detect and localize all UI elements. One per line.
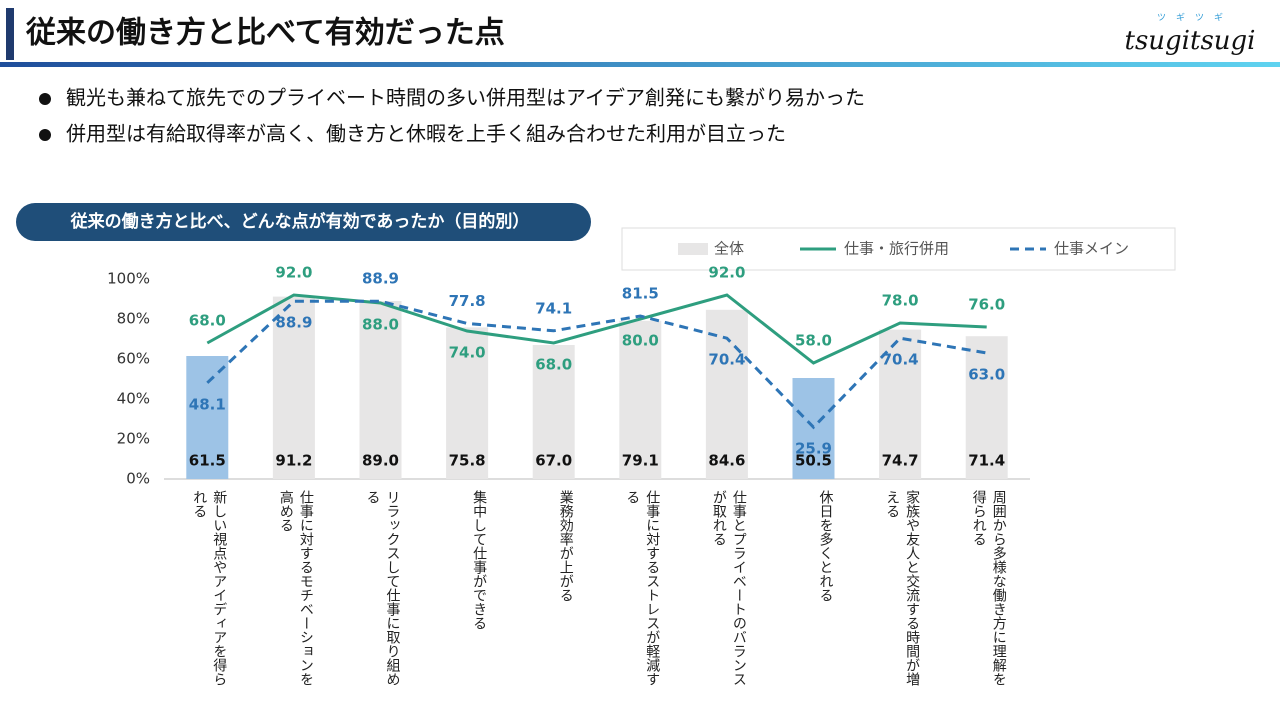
y-tick-label: 60% xyxy=(117,350,150,368)
line-value-label: 74.1 xyxy=(535,299,572,317)
slide-title: 従来の働き方と比べて有効だった点 xyxy=(25,16,505,51)
bar xyxy=(359,301,402,479)
line-value-label: 25.9 xyxy=(795,440,832,458)
bar-value-label: 84.6 xyxy=(708,452,745,470)
legend-label: 仕事メイン xyxy=(1054,240,1129,258)
x-tick-label: 仕事に対するモチベーションを高める xyxy=(277,490,314,686)
bar xyxy=(272,296,315,479)
legend-swatch xyxy=(678,243,708,255)
line-value-label: 74.0 xyxy=(449,344,486,362)
x-tick-label: 集中して仕事ができる xyxy=(471,490,488,630)
x-tick-label: リラックスして仕事に取り組める xyxy=(364,490,401,686)
x-tick-label: 休日を多くとれる xyxy=(817,490,834,602)
legend-box xyxy=(621,227,1176,271)
bar xyxy=(532,345,575,479)
bar xyxy=(186,356,229,479)
line-value-label: 68.0 xyxy=(535,356,572,374)
title-accent xyxy=(6,8,14,60)
line-value-label: 76.0 xyxy=(968,296,1005,314)
logo-kana: ツギツギ xyxy=(1157,13,1233,24)
bullet-dot xyxy=(39,129,51,141)
y-tick-label: 80% xyxy=(117,310,150,328)
bar xyxy=(965,336,1008,479)
line-value-label: 63.0 xyxy=(968,366,1005,384)
bar-value-label: 71.4 xyxy=(968,452,1005,470)
x-tick-label: 家族や友人と交流する時間が増える xyxy=(884,490,921,686)
y-tick-label: 100% xyxy=(107,270,150,288)
line-value-label: 88.9 xyxy=(362,270,399,288)
line-value-label: 80.0 xyxy=(622,332,659,350)
bar-value-label: 89.0 xyxy=(362,452,399,470)
line-value-label: 92.0 xyxy=(275,264,312,282)
line-value-label: 81.5 xyxy=(622,285,659,303)
bar-value-label: 67.0 xyxy=(535,452,572,470)
line-value-label: 58.0 xyxy=(795,332,832,350)
bar-value-label: 50.5 xyxy=(795,452,832,470)
x-tick-label: 仕事とプライベートのバランスが取れる xyxy=(710,490,747,686)
x-tick-label: 仕事に対するストレスが軽減する xyxy=(624,490,661,686)
bullet: 併用型は有給取得率が高く、働き方と休暇を上手く組み合わせた利用が目立った xyxy=(66,122,786,146)
y-tick-label: 0% xyxy=(126,470,150,488)
line xyxy=(206,293,987,365)
bar-value-label: 61.5 xyxy=(189,452,226,470)
bar-value-label: 75.8 xyxy=(449,452,486,470)
line-value-label: 77.8 xyxy=(449,292,486,310)
bar-value-label: 74.7 xyxy=(882,452,919,470)
line-value-label: 88.0 xyxy=(362,316,399,334)
line-value-label: 70.4 xyxy=(882,351,919,369)
x-tick-label: 業務効率が上がる xyxy=(557,490,574,602)
chart-title: 従来の働き方と比べ、どんな点が有効であったか（目的別） xyxy=(70,211,530,232)
y-tick-label: 40% xyxy=(117,390,150,408)
header-rule xyxy=(0,62,1280,67)
bar xyxy=(619,320,662,479)
line-value-label: 70.4 xyxy=(708,351,745,369)
legend-label: 全体 xyxy=(714,240,744,258)
chart-title-pill xyxy=(16,203,591,241)
line-value-label: 68.0 xyxy=(189,312,226,330)
logo: tsugitsugi xyxy=(1125,26,1256,56)
bullet: 観光も兼ねて旅先でのプライベート時間の多い併用型はアイデア創発にも繋がり易かった xyxy=(66,86,865,110)
bullet-dot xyxy=(39,93,51,105)
line-value-label: 88.9 xyxy=(275,314,312,332)
legend-label: 仕事・旅行併用 xyxy=(844,240,949,258)
y-tick-label: 20% xyxy=(117,430,150,448)
line-value-label: 78.0 xyxy=(882,292,919,310)
bar-value-label: 79.1 xyxy=(622,452,659,470)
bar-value-label: 91.2 xyxy=(275,452,312,470)
line xyxy=(206,299,987,430)
line-value-label: 92.0 xyxy=(708,264,745,282)
line-value-label: 48.1 xyxy=(189,395,226,413)
x-tick-label: 周囲から多様な働き方に理解を得られる xyxy=(970,490,1007,686)
bar xyxy=(446,327,489,479)
x-tick-label: 新しい視点やアイディアを得られる xyxy=(191,490,228,686)
